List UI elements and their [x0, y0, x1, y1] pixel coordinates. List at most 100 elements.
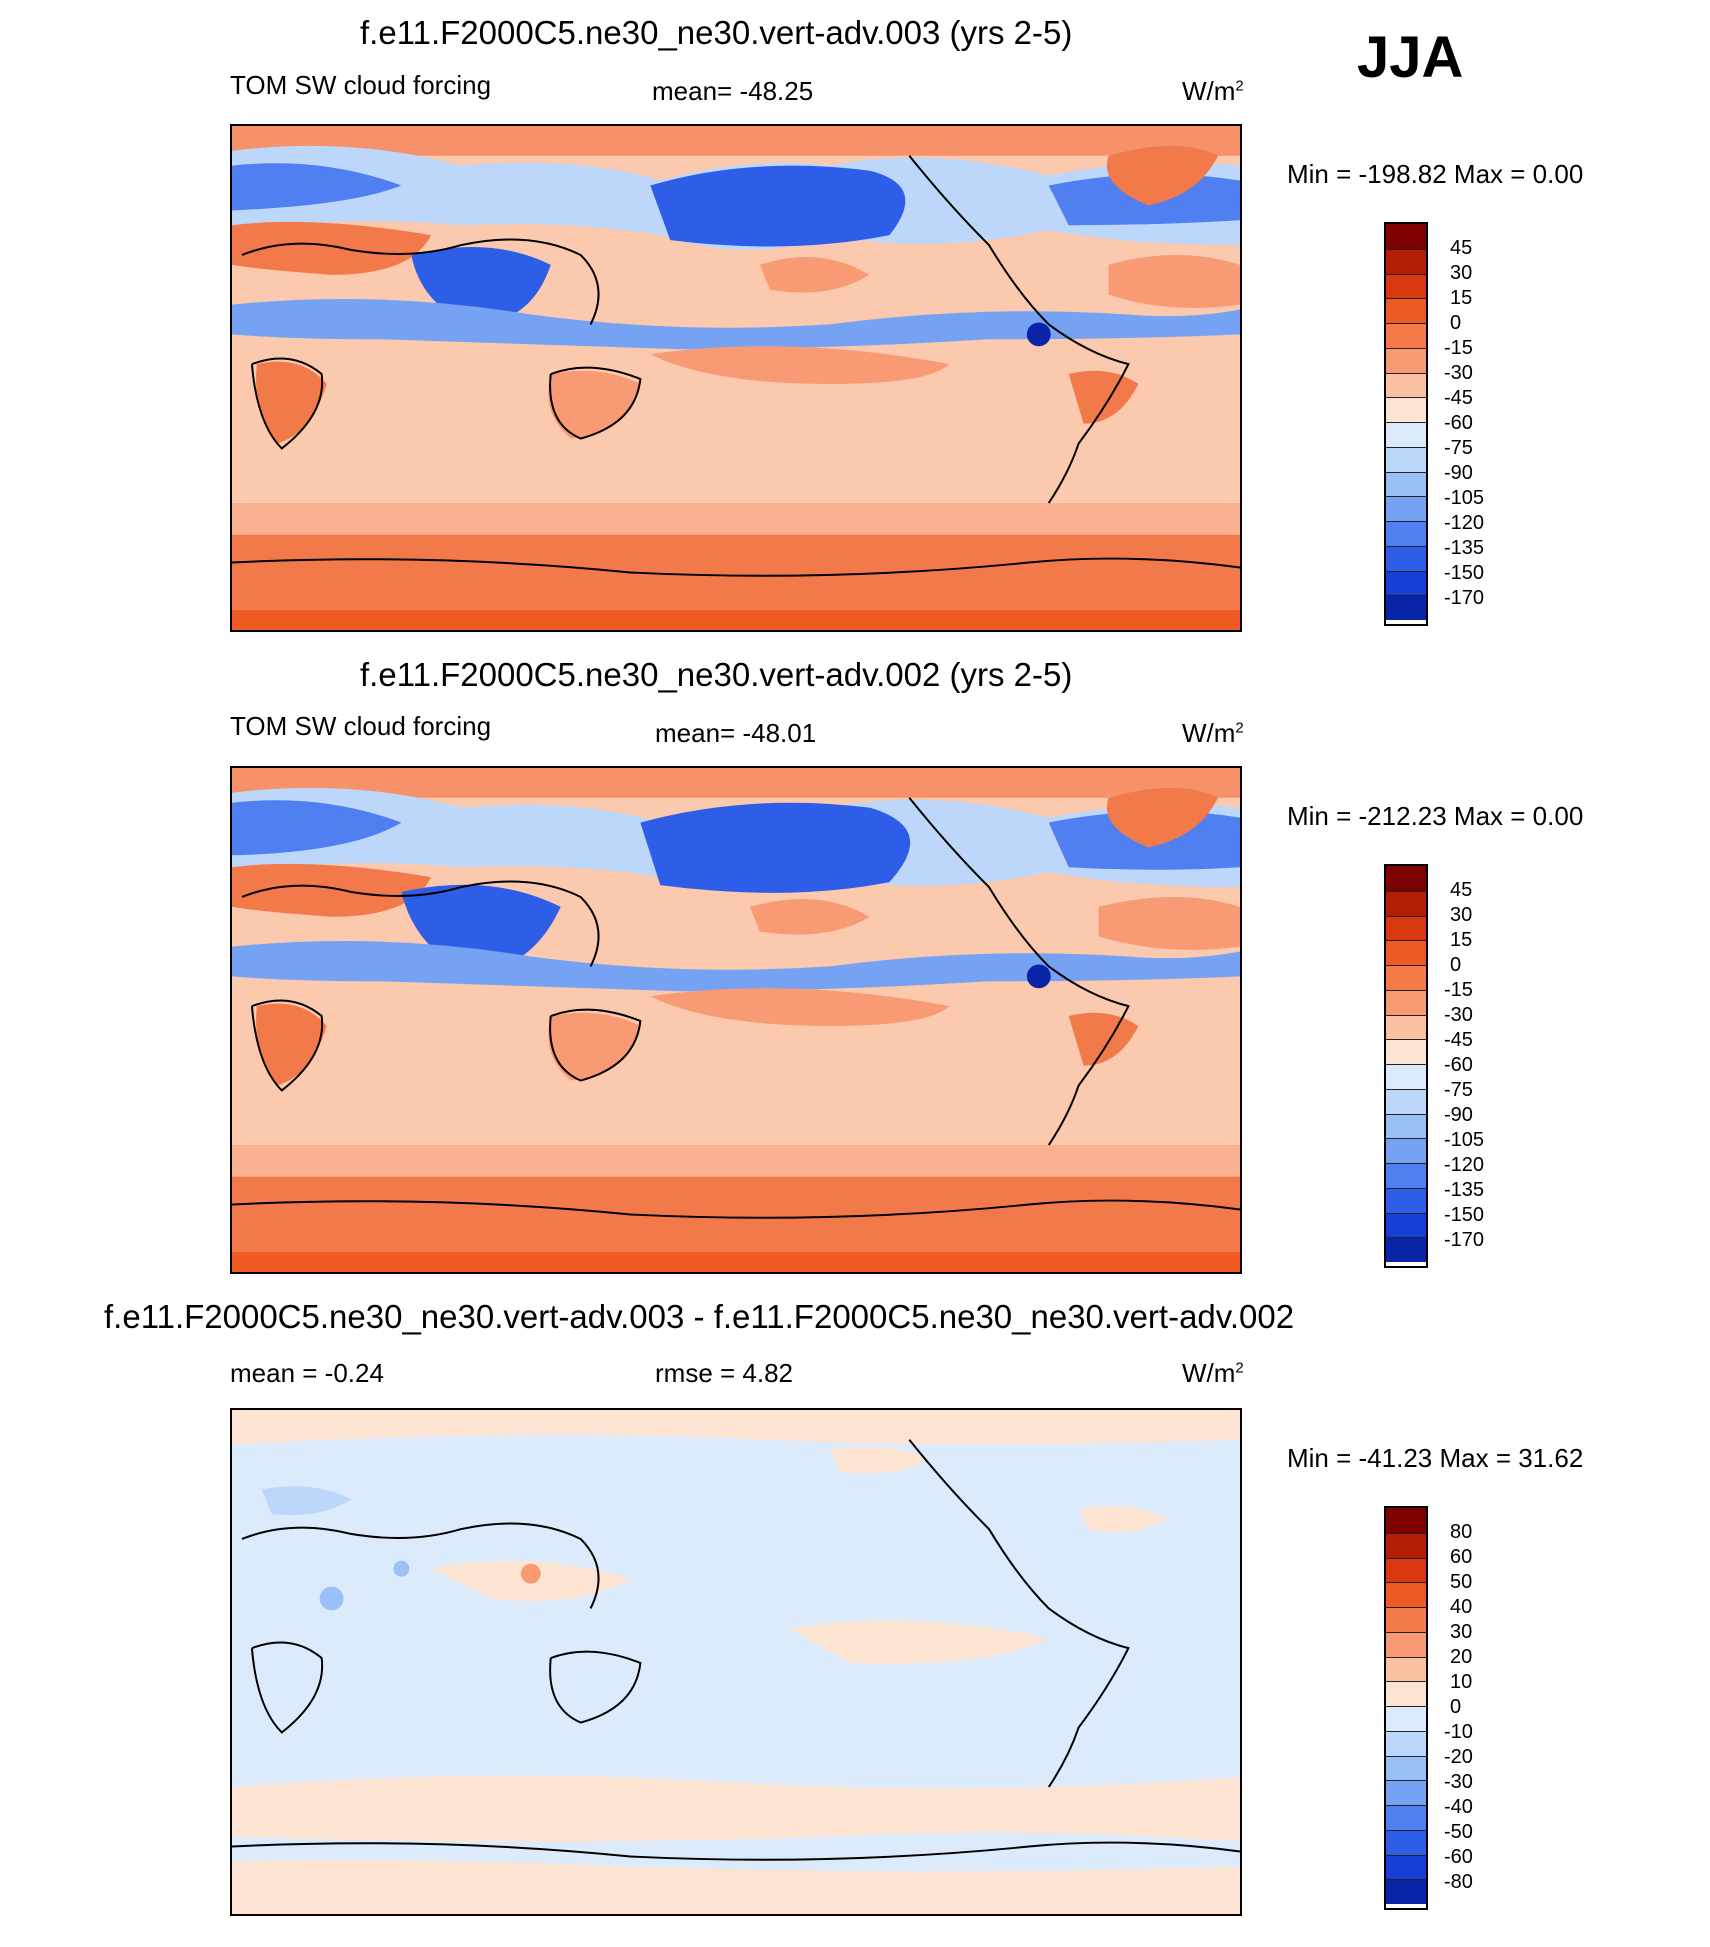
colorbar-swatch [1386, 1187, 1426, 1213]
min-max-label: Min = -198.82 Max = 0.00 [1287, 159, 1584, 189]
panel-title: f.e11.F2000C5.ne30_ne30.vert-adv.002 (yr… [360, 656, 1073, 693]
colorbar-tick-label: 60 [1450, 1546, 1473, 1568]
colorbar-tick-label: 45 [1450, 879, 1473, 901]
colorbar-tick-label: -15 [1444, 337, 1473, 359]
colorbar-tick-label: -90 [1444, 462, 1473, 484]
units-label: W/m2 [1182, 1358, 1244, 1388]
mean-label: mean= -48.25 [652, 76, 814, 106]
colorbar-tick-label: 15 [1450, 929, 1473, 951]
colorbar-swatch [1386, 224, 1426, 249]
colorbar-swatch [1386, 1829, 1426, 1855]
colorbar-tick-label: -80 [1444, 1871, 1473, 1893]
panel-title: f.e11.F2000C5.ne30_ne30.vert-adv.003 - f… [104, 1298, 1295, 1335]
colorbar-tick-label: 15 [1450, 287, 1473, 309]
colorbar-swatch [1386, 1631, 1426, 1657]
colorbar-tick-label: -135 [1444, 1179, 1485, 1201]
colorbar-swatch [1386, 545, 1426, 571]
colorbar-swatch [1386, 1681, 1426, 1706]
colorbar-swatch [1386, 397, 1426, 422]
colorbar-swatch [1386, 1706, 1426, 1731]
colorbar-tick-label: -30 [1444, 362, 1473, 384]
colorbar-swatch [1386, 1212, 1426, 1238]
mean-label: mean= -48.01 [655, 718, 817, 748]
rmse-label: rmse = 4.82 [655, 1358, 794, 1388]
colorbar-tick-label: -30 [1444, 1771, 1473, 1793]
colorbar-tick-label: 40 [1450, 1596, 1473, 1618]
colorbar-swatch [1386, 1607, 1426, 1632]
colorbar-swatch [1386, 1755, 1426, 1781]
colorbar-swatch [1386, 989, 1426, 1015]
colorbar-swatch [1386, 1088, 1426, 1114]
panel-title: f.e11.F2000C5.ne30_ne30.vert-adv.003 (yr… [360, 14, 1073, 51]
colorbar-swatch [1386, 1854, 1426, 1880]
colorbar-swatch [1386, 521, 1426, 546]
colorbar-swatch [1386, 422, 1426, 447]
colorbar-tick-label: -150 [1444, 562, 1485, 584]
colorbar-tick-label: -120 [1444, 1154, 1485, 1176]
min-max-label: Min = -41.23 Max = 31.62 [1287, 1443, 1584, 1473]
colorbar-swatch [1386, 940, 1426, 965]
colorbar-tick-label: 80 [1450, 1521, 1473, 1543]
colorbar-swatch [1386, 446, 1426, 472]
colorbar-tick-label: -50 [1444, 1821, 1473, 1843]
colorbar-tick-label: -60 [1444, 1846, 1473, 1868]
field-map-2 [232, 768, 1240, 1272]
colorbar-tick-label: 0 [1450, 954, 1462, 976]
colorbar [1384, 864, 1428, 1268]
colorbar-swatch [1386, 1805, 1426, 1830]
colorbar-tick-label: 30 [1450, 262, 1473, 284]
colorbar-tick-label: 20 [1450, 1646, 1473, 1668]
colorbar-tick-label: 50 [1450, 1571, 1473, 1593]
colorbar-swatch [1386, 347, 1426, 373]
field-map-1 [232, 126, 1240, 630]
world-map [230, 124, 1242, 632]
mean-label: mean = -0.24 [230, 1358, 384, 1388]
colorbar-swatch [1386, 248, 1426, 274]
colorbar-swatch [1386, 1014, 1426, 1040]
colorbar-tick-label: -75 [1444, 1079, 1473, 1101]
units-label: W/m2 [1182, 718, 1244, 748]
colorbar-swatch [1386, 1582, 1426, 1607]
world-map [230, 766, 1242, 1274]
colorbar-tick-label: -40 [1444, 1796, 1473, 1818]
colorbar-swatch [1386, 1113, 1426, 1139]
colorbar-tick-label: -45 [1444, 387, 1473, 409]
colorbar [1384, 222, 1428, 626]
colorbar-tick-label: 30 [1450, 1621, 1473, 1643]
colorbar-tick-label: 0 [1450, 312, 1462, 334]
colorbar-tick-label: -30 [1444, 1004, 1473, 1026]
colorbar-swatch [1386, 1039, 1426, 1064]
colorbar-tick-label: -105 [1444, 487, 1485, 509]
colorbar-tick-label: -90 [1444, 1104, 1473, 1126]
variable-label: TOM SW cloud forcing [230, 711, 492, 741]
colorbar-swatch [1386, 372, 1426, 398]
colorbar-tick-label: -170 [1444, 587, 1485, 609]
field-map-3 [232, 1410, 1240, 1914]
colorbar-swatch [1386, 471, 1426, 497]
colorbar-swatch [1386, 965, 1426, 990]
colorbar-swatch [1386, 1879, 1426, 1904]
colorbar-tick-label: -15 [1444, 979, 1473, 1001]
colorbar [1384, 1506, 1428, 1910]
colorbar-tick-label: -120 [1444, 512, 1485, 534]
colorbar-swatch [1386, 323, 1426, 348]
colorbar-swatch [1386, 570, 1426, 596]
colorbar-tick-label: 30 [1450, 904, 1473, 926]
colorbar-tick-label: -75 [1444, 437, 1473, 459]
colorbar-swatch [1386, 890, 1426, 916]
colorbar-swatch [1386, 298, 1426, 323]
colorbar-swatch [1386, 1780, 1426, 1805]
colorbar-swatch [1386, 1064, 1426, 1089]
world-map [230, 1408, 1242, 1916]
colorbar-tick-label: -10 [1444, 1721, 1473, 1743]
colorbar-tick-label: -105 [1444, 1129, 1485, 1151]
colorbar-swatch [1386, 496, 1426, 521]
colorbar-swatch [1386, 1656, 1426, 1682]
colorbar-tick-label: -150 [1444, 1204, 1485, 1226]
colorbar-swatch [1386, 866, 1426, 891]
colorbar-tick-label: -60 [1444, 412, 1473, 434]
colorbar-tick-label: -170 [1444, 1229, 1485, 1251]
colorbar-tick-label: 45 [1450, 237, 1473, 259]
colorbar-swatch [1386, 273, 1426, 299]
colorbar-swatch [1386, 1730, 1426, 1756]
